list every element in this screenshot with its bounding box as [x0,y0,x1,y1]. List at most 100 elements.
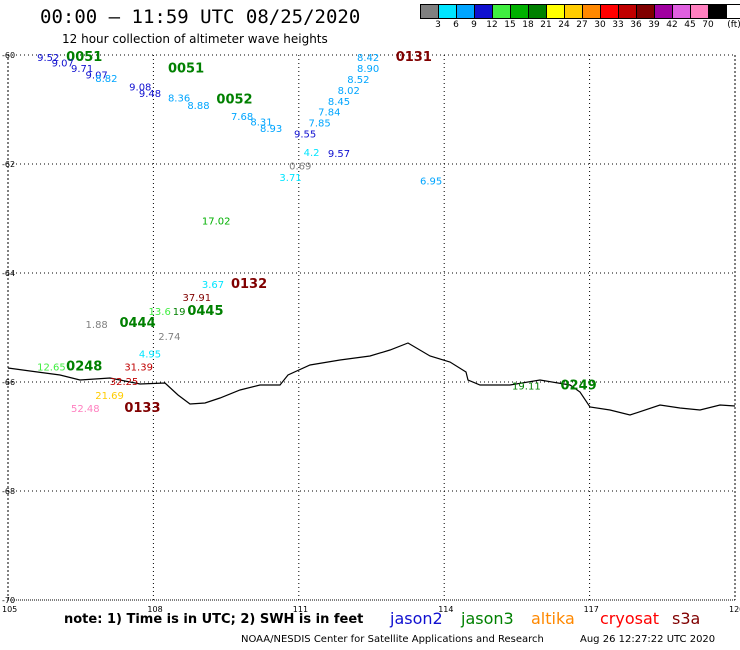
pass-time-label: 0133 [124,401,160,416]
legend-label: 9 [471,20,477,30]
lat-label: -68 [2,487,15,496]
wave-height-label: 8.42 [357,53,379,64]
legend-label: 24 [558,20,570,30]
wave-height-label: 8.93 [260,124,282,135]
pass-time-label: 0249 [561,378,597,393]
wave-height-label: 0.69 [289,162,311,173]
wave-height-label: 37.91 [182,293,211,304]
wave-height-label: 8.82 [95,74,117,85]
wave-height-label: 52.48 [71,404,100,415]
sat-altika: altika [531,609,575,628]
wave-height-label: 9.48 [139,89,161,100]
legend-label: 12 [486,20,498,30]
wave-height-label: 7.68 [231,112,253,123]
legend-swatch [511,5,529,18]
lat-label: -60 [2,51,15,60]
lon-label: 111 [293,605,308,614]
wave-height-label: 9.57 [328,149,350,160]
legend-swatches [420,4,740,19]
legend-swatch [421,5,439,18]
legend-label: 42 [666,20,678,30]
legend-label: 39 [648,20,660,30]
color-legend: 3 6 9 12 15 18 21 24 27 30 33 36 39 42 45 70 (ft) [420,4,740,31]
legend-swatch [619,5,637,18]
sat-jason2: jason2 [390,609,443,628]
lat-label: -64 [2,269,15,278]
wave-height-label: 19.11 [512,381,541,392]
wave-height-label: 9.08 [129,83,151,94]
wave-height-label: 9.52 [37,53,59,64]
legend-swatch [529,5,547,18]
legend-swatch [637,5,655,18]
wave-height-label: 13.6 [149,307,171,318]
pass-time-label: 0444 [119,316,155,331]
credit-line: NOAA/NESDIS Center for Satellite Applica… [241,634,544,645]
wave-height-label: 19 [173,307,186,318]
pass-time-label: 0132 [231,277,267,292]
legend-label: 18 [522,20,534,30]
wave-height-label: 17.02 [202,217,231,228]
footnote-note: note: 1) Time is in UTC; 2) SWH is in fe… [64,612,364,627]
legend-label: 27 [576,20,588,30]
page-subtitle: 12 hour collection of altimeter wave hei… [62,32,328,46]
legend-swatch [475,5,493,18]
pass-time-label: 0051 [66,50,102,65]
wave-height-label: 3.71 [279,173,301,184]
sat-jason3: jason3 [461,609,514,628]
legend-label: 33 [612,20,624,30]
wave-height-label: 7.84 [318,108,340,119]
legend-label: 3 [435,20,441,30]
wave-height-label: 8.52 [347,75,369,86]
wave-height-label: 21.69 [95,391,124,402]
wave-height-label: 32.25 [110,377,139,388]
legend-label: 36 [630,20,642,30]
wave-height-label: 6.95 [420,176,442,187]
sat-s3a: s3a [672,609,701,628]
legend-label: 30 [594,20,606,30]
legend-swatch [709,5,727,18]
legend-swatch [565,5,583,18]
wave-height-label: 3.67 [202,280,224,291]
legend-swatch [439,5,457,18]
wave-height-label: 9.71 [71,64,93,75]
timestamp: Aug 26 12:27:22 UTC 2020 [580,634,716,645]
legend-swatch [691,5,709,18]
wave-height-label: 8.02 [338,86,360,97]
lon-label: 114 [438,605,453,614]
coastline [7,342,736,416]
wave-height-label: 12.65 [37,363,66,374]
wave-height-label: 8.31 [250,117,272,128]
legend-unit: (ft) [727,20,740,30]
legend-swatch [673,5,691,18]
wave-height-label: 9.07 [86,71,108,82]
legend-label: 70 [702,20,714,30]
wave-height-label: 4.95 [139,350,161,361]
lon-label: 108 [147,605,162,614]
wave-height-label: 8.88 [187,101,209,112]
legend-swatch [547,5,565,18]
wave-height-label: 31.39 [124,363,153,374]
lon-label: 120 [729,605,740,614]
wave-height-label: 9.07 [52,59,74,70]
legend-swatch [601,5,619,18]
lat-label: -66 [2,378,15,387]
legend-labels: 3 6 9 12 15 18 21 24 27 30 33 36 39 42 45 70 (ft) [420,19,740,31]
legend-label: 21 [540,20,552,30]
sat-cryosat: cryosat [600,609,660,628]
map-grid [7,54,736,601]
wave-height-label: 9.55 [294,129,316,140]
lon-label: 117 [584,605,599,614]
legend-swatch [655,5,673,18]
wave-height-label: 8.45 [328,97,350,108]
wave-height-label: 8.36 [168,94,190,105]
wave-height-label: 2.74 [158,332,180,343]
wave-height-label: 1.88 [86,320,108,331]
lat-label: -70 [2,596,15,605]
pass-time-label: 0052 [216,93,252,108]
wave-height-label: 8.90 [357,64,379,75]
legend-swatch [493,5,511,18]
pass-time-label: 0131 [396,50,432,65]
